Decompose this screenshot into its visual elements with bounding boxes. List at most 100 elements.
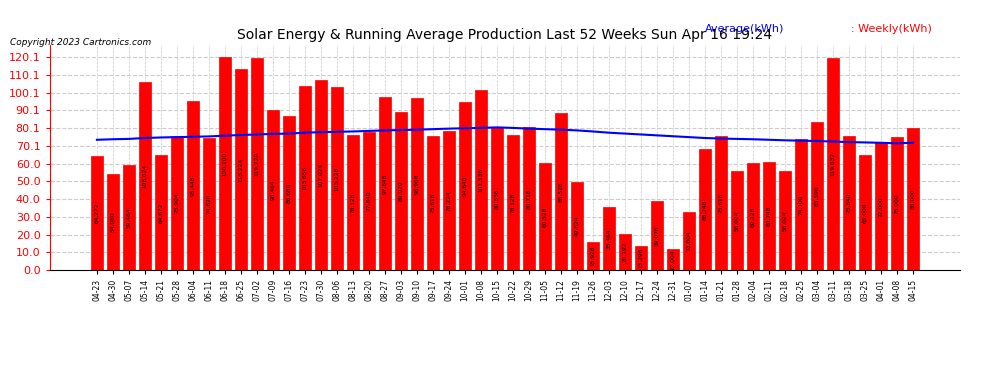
Text: 15.928: 15.928 [590, 246, 595, 266]
Text: 120.100: 120.100 [223, 152, 228, 176]
Bar [539, 163, 550, 270]
Bar [746, 164, 759, 270]
Bar [875, 142, 887, 270]
Text: 80.716: 80.716 [527, 188, 532, 209]
Bar [763, 162, 775, 270]
Text: 33.004: 33.004 [686, 231, 691, 251]
Text: 20.192: 20.192 [623, 242, 628, 262]
Bar [507, 135, 519, 270]
Text: 78.224: 78.224 [446, 190, 451, 211]
Text: 89.020: 89.020 [398, 181, 403, 201]
Bar [731, 171, 742, 270]
Text: 88.528: 88.528 [558, 181, 563, 202]
Text: 35.464: 35.464 [607, 228, 612, 249]
Text: 49.624: 49.624 [574, 216, 579, 236]
Text: 13.296: 13.296 [639, 248, 644, 268]
Text: 54.080: 54.080 [111, 212, 116, 232]
Bar [907, 128, 919, 270]
Bar [603, 207, 615, 270]
Text: 72.000: 72.000 [878, 196, 883, 216]
Text: 39.076: 39.076 [654, 225, 659, 246]
Bar [811, 122, 823, 270]
Bar [715, 136, 727, 270]
Bar [891, 137, 903, 270]
Bar [443, 131, 454, 270]
Bar [187, 101, 199, 270]
Text: 106.024: 106.024 [143, 164, 148, 188]
Text: 68.248: 68.248 [702, 199, 708, 220]
Bar [587, 242, 599, 270]
Text: 101.536: 101.536 [478, 168, 483, 192]
Text: 119.832: 119.832 [831, 152, 836, 176]
Text: 119.720: 119.720 [254, 152, 259, 176]
Text: 103.228: 103.228 [335, 166, 340, 190]
Bar [842, 136, 855, 270]
Bar [427, 136, 439, 270]
Text: 65.000: 65.000 [862, 202, 867, 223]
Text: 76.128: 76.128 [511, 192, 516, 213]
Text: 74.620: 74.620 [206, 194, 212, 214]
Text: 77.840: 77.840 [366, 191, 371, 211]
Text: 80.536: 80.536 [494, 188, 499, 209]
Bar [331, 87, 343, 270]
Bar [827, 58, 839, 270]
Bar [795, 139, 807, 270]
Text: 76.128: 76.128 [350, 192, 355, 213]
Bar [363, 132, 375, 270]
Text: 60.128: 60.128 [750, 207, 755, 227]
Bar [779, 171, 791, 270]
Bar [299, 86, 311, 270]
Text: 113.224: 113.224 [239, 158, 244, 182]
Text: 59.464: 59.464 [127, 207, 132, 228]
Text: 103.656: 103.656 [302, 166, 308, 190]
Text: 75.616: 75.616 [431, 193, 436, 213]
Bar [523, 127, 535, 270]
Text: 64.672: 64.672 [158, 202, 163, 223]
Bar [635, 246, 646, 270]
Text: Copyright 2023 Cartronics.com: Copyright 2023 Cartronics.com [10, 38, 151, 47]
Bar [283, 116, 295, 270]
Bar [154, 155, 167, 270]
Bar [667, 249, 679, 270]
Bar [571, 182, 583, 270]
Text: 75.616: 75.616 [719, 193, 724, 213]
Text: 75.000: 75.000 [894, 193, 899, 214]
Bar [491, 128, 503, 270]
Bar [650, 201, 663, 270]
Bar [267, 110, 279, 270]
Text: 96.908: 96.908 [415, 174, 420, 194]
Text: Average(kWh): Average(kWh) [705, 24, 785, 33]
Text: 60.528: 60.528 [543, 206, 547, 226]
Bar [235, 69, 247, 270]
Bar [171, 135, 183, 270]
Bar [859, 155, 871, 270]
Text: 75.904: 75.904 [174, 192, 179, 213]
Text: 75.840: 75.840 [846, 192, 851, 213]
Bar [315, 80, 327, 270]
Text: 90.464: 90.464 [270, 180, 275, 200]
Text: 60.748: 60.748 [766, 206, 771, 226]
Text: 107.024: 107.024 [319, 163, 324, 188]
Text: 97.648: 97.648 [382, 173, 387, 194]
Bar [91, 156, 103, 270]
Text: : Weekly(kWh): : Weekly(kWh) [851, 24, 932, 33]
Bar [459, 102, 471, 270]
Bar [683, 211, 695, 270]
Text: 86.680: 86.680 [286, 183, 291, 203]
Bar [203, 138, 215, 270]
Text: 83.596: 83.596 [815, 186, 820, 206]
Bar [107, 174, 119, 270]
Title: Solar Energy & Running Average Production Last 52 Weeks Sun Apr 16 19:24: Solar Energy & Running Average Productio… [238, 28, 772, 42]
Bar [123, 165, 135, 270]
Text: 95.448: 95.448 [190, 175, 195, 196]
Bar [619, 234, 631, 270]
Bar [379, 97, 391, 270]
Text: 64.272: 64.272 [94, 203, 99, 223]
Bar [250, 58, 263, 270]
Bar [346, 135, 359, 270]
Bar [139, 82, 150, 270]
Text: 56.024: 56.024 [735, 210, 740, 231]
Bar [219, 57, 231, 270]
Bar [475, 90, 487, 270]
Bar [555, 113, 567, 270]
